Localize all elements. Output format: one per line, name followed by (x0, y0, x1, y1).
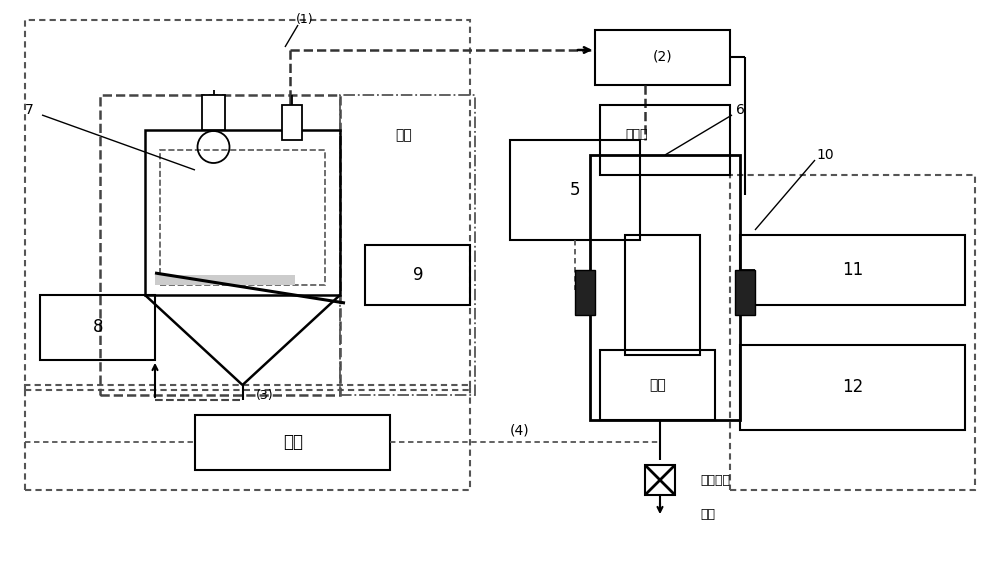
Bar (600, 105, 730, 175)
Polygon shape (155, 275, 295, 285)
Bar (590, 155, 740, 420)
Bar (740, 345, 965, 430)
Text: 抽气: 抽气 (395, 128, 412, 142)
Bar (340, 95, 475, 395)
Bar (145, 130, 340, 295)
Text: (1): (1) (296, 13, 314, 26)
Text: 6: 6 (736, 103, 744, 117)
Bar (740, 235, 965, 305)
Bar (365, 245, 470, 305)
Bar (645, 465, 675, 495)
Bar (595, 30, 730, 85)
Bar (730, 175, 975, 490)
Bar (282, 105, 302, 140)
Text: 12: 12 (842, 378, 864, 396)
Text: 氮气: 氮气 (650, 378, 666, 392)
Text: (3): (3) (256, 389, 274, 401)
Bar (40, 295, 155, 360)
Text: 排出: 排出 (700, 508, 715, 522)
Bar (735, 270, 755, 315)
Text: 9: 9 (413, 266, 423, 284)
Text: (4): (4) (510, 423, 530, 437)
Bar (510, 140, 640, 240)
Bar (25, 20, 470, 390)
Bar (100, 95, 340, 395)
Bar (160, 150, 325, 285)
Bar (600, 350, 715, 420)
Text: 8: 8 (93, 318, 103, 336)
Text: 出气口: 出气口 (625, 128, 648, 141)
Text: 10: 10 (816, 148, 834, 162)
Text: 7: 7 (25, 103, 34, 117)
Bar (202, 95, 225, 130)
Text: 5: 5 (570, 181, 580, 199)
Text: 11: 11 (842, 261, 864, 279)
Text: (2): (2) (653, 50, 673, 64)
Text: 程控开关: 程控开关 (700, 473, 730, 486)
Text: 控制: 控制 (283, 433, 303, 451)
Bar (625, 235, 700, 355)
Bar (195, 415, 390, 470)
Bar (25, 385, 470, 490)
Bar (575, 270, 595, 315)
